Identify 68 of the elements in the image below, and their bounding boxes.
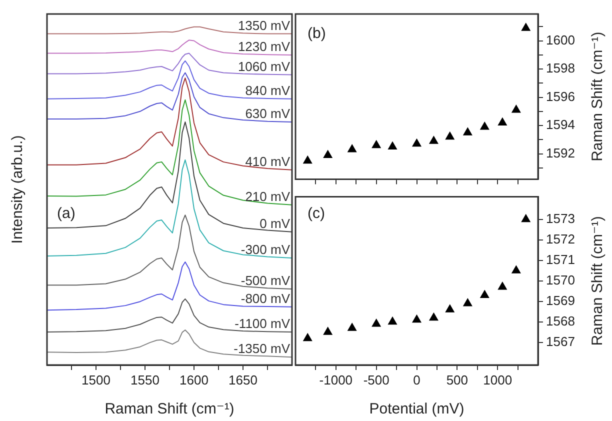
point bbox=[428, 312, 438, 321]
y-axis-title: Raman Shift (cm⁻¹) bbox=[589, 32, 606, 162]
point bbox=[480, 121, 490, 130]
y-tick-label: 1573 bbox=[546, 210, 575, 226]
y-tick-label: 1572 bbox=[546, 231, 575, 246]
point bbox=[511, 104, 521, 113]
y-axis-title: Raman Shift (cm⁻¹) bbox=[589, 216, 606, 346]
y-tick-label: 1598 bbox=[546, 60, 575, 76]
point bbox=[388, 316, 398, 325]
x-tick-label: 1650 bbox=[228, 372, 258, 388]
series-label: -500 mV bbox=[240, 273, 290, 288]
y-tick-label: 1570 bbox=[546, 272, 575, 288]
y-tick-label: 1569 bbox=[546, 292, 575, 308]
series-label: -800 mV bbox=[240, 290, 290, 306]
series-label: 410 mV bbox=[245, 154, 290, 169]
x-tick-label: -500 bbox=[363, 372, 390, 388]
point bbox=[480, 290, 490, 298]
x-tick-label: 1600 bbox=[180, 372, 208, 388]
point bbox=[462, 298, 472, 306]
point bbox=[521, 22, 531, 31]
y-tick-label: 1571 bbox=[546, 252, 575, 267]
point bbox=[521, 214, 531, 222]
series-label: 1060 mV bbox=[238, 58, 290, 74]
x-tick-label: 1000 bbox=[483, 372, 512, 388]
x-axis-title: Potential (mV) bbox=[369, 400, 464, 418]
point bbox=[323, 150, 333, 158]
point bbox=[511, 265, 521, 274]
point bbox=[462, 127, 472, 136]
point bbox=[347, 322, 357, 331]
point bbox=[412, 138, 422, 147]
annotation: (b) bbox=[308, 24, 326, 42]
x-tick-label: 0 bbox=[413, 372, 420, 388]
annotation: (c) bbox=[308, 204, 325, 222]
point bbox=[428, 136, 438, 144]
y-tick-label: 1600 bbox=[546, 32, 575, 48]
point bbox=[347, 144, 357, 152]
y-tick-label: 1567 bbox=[546, 334, 575, 350]
series-label: -1100 mV bbox=[234, 316, 290, 332]
x-tick-label: 500 bbox=[446, 372, 468, 388]
series-label: 1350 mV bbox=[238, 18, 290, 33]
point bbox=[372, 140, 382, 148]
series-label: 1230 mV bbox=[238, 39, 290, 54]
x-tick-label: 1550 bbox=[130, 372, 160, 388]
annotation: (a) bbox=[57, 205, 76, 222]
series-label: 840 mV bbox=[245, 82, 290, 98]
point bbox=[372, 318, 382, 327]
point bbox=[498, 282, 508, 290]
y-tick-label: 1568 bbox=[546, 314, 575, 329]
y-tick-label: 1596 bbox=[546, 88, 575, 104]
y-tick-label: 1592 bbox=[546, 145, 575, 160]
series-label: -1350 mV bbox=[234, 341, 290, 356]
series-label: 210 mV bbox=[245, 188, 290, 204]
point bbox=[498, 117, 508, 126]
x-tick-label: -1000 bbox=[319, 372, 353, 388]
x-axis-title: Raman Shift (cm⁻¹) bbox=[104, 400, 234, 418]
point bbox=[388, 141, 398, 150]
series-label: 0 mV bbox=[260, 216, 290, 232]
y-axis-title: Intensity (arb.u.) bbox=[9, 135, 26, 244]
series-label: -300 mV bbox=[240, 242, 290, 258]
point bbox=[302, 332, 312, 342]
series-label: 630 mV bbox=[245, 106, 290, 122]
point bbox=[412, 314, 422, 323]
y-tick-label: 1594 bbox=[546, 117, 575, 132]
point bbox=[445, 304, 455, 312]
point bbox=[445, 131, 455, 140]
point bbox=[323, 326, 333, 335]
point bbox=[302, 155, 312, 164]
x-tick-label: 1500 bbox=[82, 372, 110, 388]
